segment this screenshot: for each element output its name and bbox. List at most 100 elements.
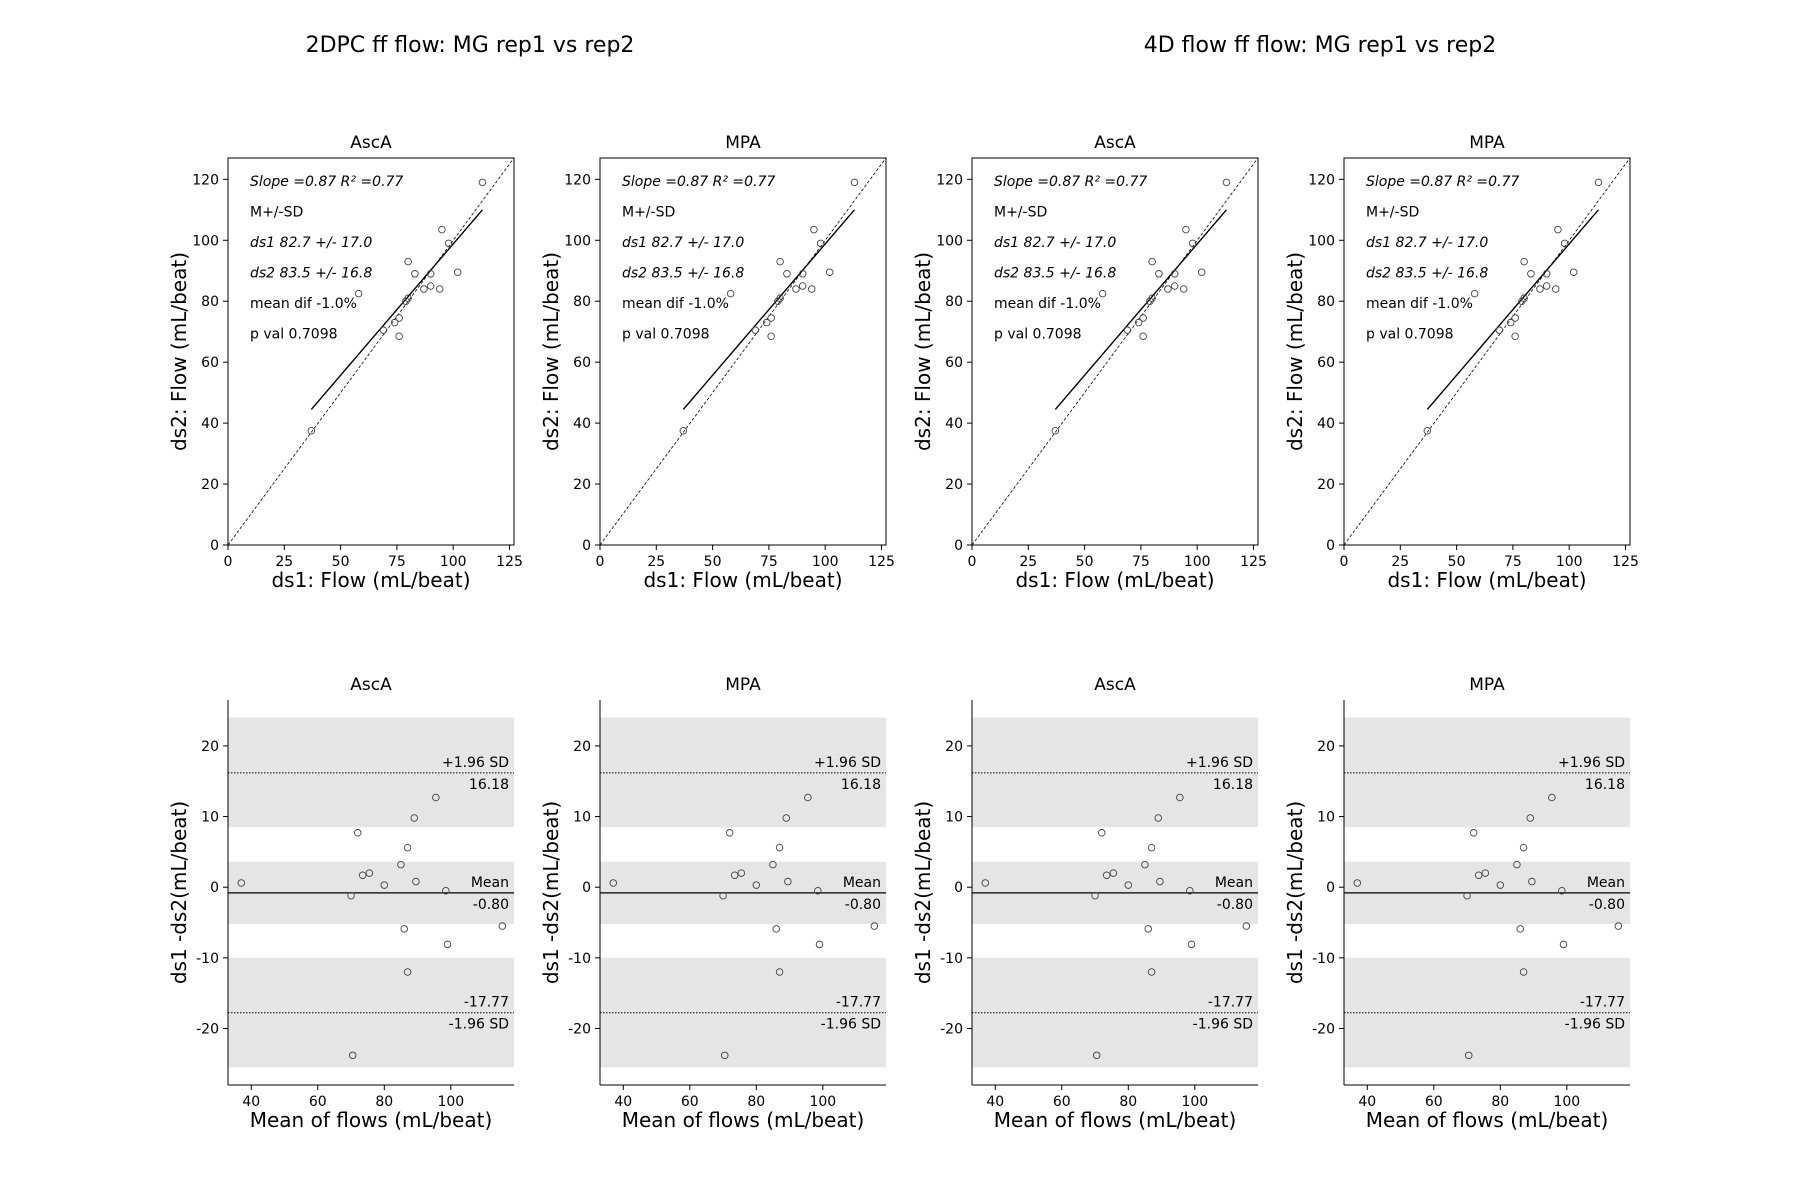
ba-xtick-label-5-3: 100 — [809, 1094, 836, 1110]
ba-point-5-10 — [782, 814, 790, 822]
ba-point-5-9 — [775, 968, 784, 976]
ba-point-7-12 — [1548, 793, 1556, 802]
scatter-point-3-12 — [1542, 282, 1551, 290]
scatter-xtick-label-3-5: 125 — [1612, 554, 1639, 570]
ba-point-4-16 — [348, 1051, 357, 1060]
scatter-ytick-label-0-6: 120 — [192, 172, 219, 188]
ba-point-4-4 — [365, 869, 374, 877]
scatter-annotation-3-3: ds2 83.5 +/- 16.8 — [1366, 266, 1488, 282]
ba-ytick-label-4-2: 0 — [210, 880, 219, 896]
scatter-point-0-7 — [404, 294, 412, 302]
scatter-point-2-4 — [1139, 314, 1147, 322]
ba-upper-title-6: +1.96 SD — [1186, 755, 1253, 771]
ba-point-4-2 — [353, 829, 362, 837]
ba-title-4: AscA — [350, 675, 392, 695]
scatter-annotation-1-1: M+/-SD — [622, 205, 675, 221]
scatter-ytick-label-1-5: 100 — [564, 233, 591, 249]
ba-ytick-label-7-4: 20 — [1317, 739, 1335, 755]
scatter-point-2-16 — [1197, 268, 1206, 277]
scatter-ytick-label-2-2: 40 — [945, 416, 963, 432]
scatter-point-3-2 — [1495, 326, 1504, 334]
scatter-xtick-label-0-5: 125 — [496, 554, 523, 570]
identity-line-3 — [1344, 158, 1630, 545]
ba-point-7-6 — [1513, 860, 1521, 869]
scatter-point-2-17 — [1222, 178, 1231, 187]
ba-mean-value-4: -0.80 — [473, 897, 509, 913]
ba-point-5-8 — [775, 843, 784, 852]
ba-point-5-12 — [804, 793, 812, 802]
ba-title-7: MPA — [1469, 675, 1505, 695]
ba-panel-6: AscA 40 60 80 100 -20 -10 0 10 20 Mean of flows (m… — [911, 675, 1258, 1132]
scatter-xtick-label-3-1: 25 — [1391, 554, 1409, 570]
scatter-point-1-10 — [792, 285, 800, 293]
ba-point-7-16 — [1464, 1051, 1473, 1060]
scatter-point-3-11 — [1542, 270, 1551, 278]
ba-point-4-7 — [400, 925, 409, 933]
scatter-ytick-label-3-3: 60 — [1317, 355, 1335, 371]
ba-point-7-0 — [1353, 879, 1362, 887]
ba-point-5-2 — [725, 829, 734, 837]
scatter-point-1-1 — [726, 289, 735, 298]
scatter-ytick-label-3-1: 20 — [1317, 477, 1335, 493]
scatter-point-2-2 — [1123, 326, 1132, 334]
ba-point-7-14 — [1559, 940, 1568, 949]
ba-point-5-14 — [815, 940, 824, 949]
ba-xlabel-6: Mean of flows (mL/beat) — [994, 1108, 1237, 1132]
ba-point-7-3 — [1474, 871, 1483, 879]
ba-xtick-label-4-2: 80 — [375, 1094, 393, 1110]
scatter-ytick-label-1-6: 120 — [564, 172, 591, 188]
ba-point-4-8 — [403, 843, 412, 852]
scatter-point-2-11 — [1170, 270, 1179, 278]
scatter-frame-0 — [227, 157, 515, 546]
scatter-point-0-10 — [420, 285, 428, 293]
scatter-ytick-label-1-1: 20 — [573, 477, 591, 493]
ba-point-4-13 — [442, 886, 450, 895]
ba-xtick-label-4-0: 40 — [242, 1094, 260, 1110]
scatter-point-0-1 — [354, 289, 363, 298]
scatter-annotation-1-3: ds2 83.5 +/- 16.8 — [622, 266, 744, 282]
ba-mean-value-5: -0.80 — [845, 897, 881, 913]
scatter-annotation-2-2: ds1 82.7 +/- 17.0 — [994, 235, 1116, 251]
ba-ytick-label-7-0: -20 — [1312, 1021, 1335, 1037]
ba-point-5-16 — [720, 1051, 729, 1060]
scatter-panel-1: MPA 0 25 50 75 100 125 0 20 40 60 80 100 120 ds1: Flow… — [539, 133, 895, 592]
scatter-point-1-16 — [825, 268, 834, 277]
ba-point-7-2 — [1469, 829, 1478, 837]
scatter-xtick-label-1-3: 75 — [760, 554, 778, 570]
ba-xtick-label-6-2: 80 — [1119, 1094, 1137, 1110]
scatter-ylabel-0: ds2: Flow (mL/beat) — [167, 252, 191, 451]
scatter-ylabel-3: ds2: Flow (mL/beat) — [1283, 252, 1307, 451]
scatter-annotation-1-2: ds1 82.7 +/- 17.0 — [622, 235, 744, 251]
ba-ytick-label-7-2: 0 — [1326, 880, 1335, 896]
ba-lower-title-7: -1.96 SD — [1565, 1017, 1625, 1033]
scatter-point-1-0 — [679, 426, 688, 435]
scatter-point-3-3 — [1506, 318, 1515, 327]
fit-line-0 — [310, 209, 484, 410]
scatter-point-2-1 — [1098, 289, 1107, 298]
ba-point-6-4 — [1109, 869, 1118, 877]
scatter-xlabel-0: ds1: Flow (mL/beat) — [271, 568, 470, 592]
scatter-point-3-7 — [1520, 294, 1528, 302]
scatter-point-3-17 — [1594, 178, 1603, 187]
scatter-point-1-8 — [776, 257, 784, 266]
scatter-point-1-13 — [807, 285, 816, 293]
ba-upper-value-7: 16.18 — [1585, 777, 1625, 793]
ba-panel-7: MPA 40 60 80 100 -20 -10 0 10 20 Mean of flows (mL… — [1283, 675, 1630, 1132]
ba-point-6-11 — [1156, 877, 1164, 886]
scatter-annotation-0-3: ds2 83.5 +/- 16.8 — [250, 266, 372, 282]
fit-line-2 — [1054, 209, 1228, 410]
scatter-ytick-label-3-0: 0 — [1326, 538, 1335, 554]
scatter-xtick-label-1-4: 100 — [812, 554, 839, 570]
scatter-point-2-8 — [1148, 257, 1156, 266]
ba-point-7-13 — [1558, 886, 1566, 895]
ba-ytick-label-4-3: 10 — [201, 810, 219, 826]
ba-ylabel-6: ds1 -ds2(mL/beat) — [911, 801, 935, 984]
ba-ytick-label-4-1: -10 — [196, 951, 219, 967]
scatter-annotation-2-5: p val 0.7098 — [994, 327, 1082, 343]
fit-line-1 — [682, 209, 856, 410]
scatter-ytick-label-3-2: 40 — [1317, 416, 1335, 432]
ba-xtick-label-6-1: 60 — [1053, 1094, 1071, 1110]
scatter-ytick-label-1-0: 0 — [582, 538, 591, 554]
ba-ytick-label-5-4: 20 — [573, 739, 591, 755]
